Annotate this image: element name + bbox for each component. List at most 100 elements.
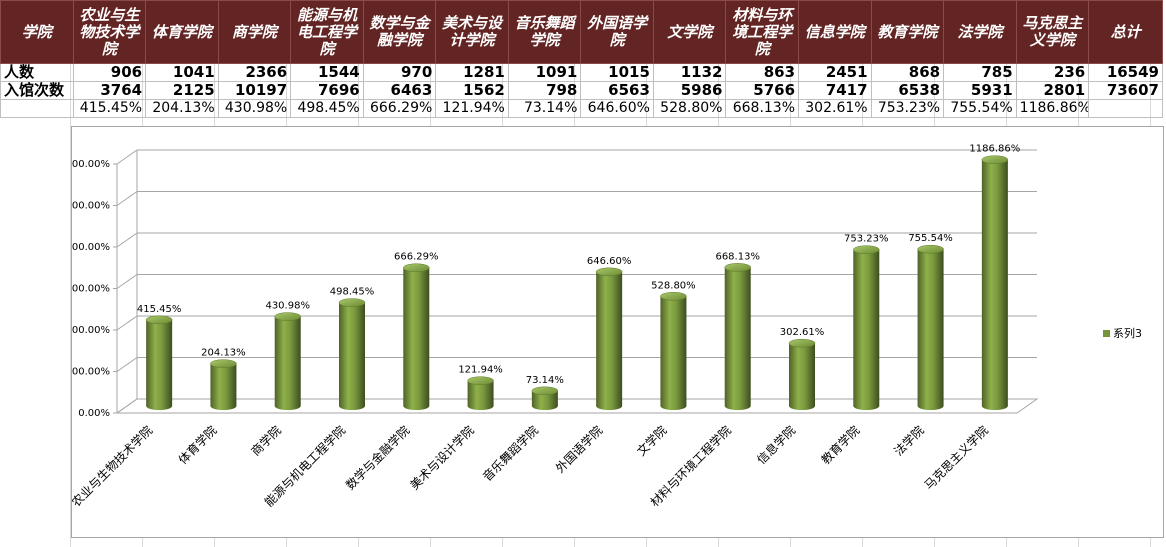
data-label: 668.13% (715, 251, 760, 262)
visits-cell[interactable]: 5986 (652, 81, 727, 100)
table-row-visits: 入馆次数 3764 2125 10197 7696 6463 1562 798 6563 5986… (0, 81, 1163, 100)
bar (595, 267, 623, 410)
bar-top (788, 338, 816, 348)
header-cell-college-name[interactable]: 体育学院 (145, 0, 219, 64)
header-cell-college-name[interactable]: 信息学院 (798, 0, 872, 64)
bar-top (274, 312, 301, 321)
visits-cell[interactable]: 3764 (72, 81, 147, 100)
bar-chart: 0.00% 200.00% 400.00% 600.00% 800.00% 1000.00… (72, 144, 1142, 510)
ratio-cell[interactable]: 302.61% (798, 99, 872, 118)
ratio-cell[interactable]: 498.45% (290, 99, 364, 118)
bar-top (917, 244, 944, 254)
data-label: 73.14% (526, 375, 564, 386)
header-cell-college[interactable]: 学院 (0, 0, 74, 64)
visits-cell[interactable]: 6463 (362, 81, 437, 100)
visits-cell[interactable]: 7417 (798, 81, 872, 100)
legend-swatch (1103, 330, 1110, 337)
people-label[interactable]: 人数 (0, 63, 74, 82)
visits-cell[interactable]: 5766 (725, 81, 800, 100)
people-cell[interactable]: 868 (870, 63, 945, 82)
data-label: 528.80% (651, 280, 696, 291)
data-label: 755.54% (908, 233, 953, 244)
people-cell[interactable]: 1281 (435, 63, 509, 82)
people-cell[interactable]: 2451 (798, 63, 872, 82)
x-tick-label: 体育学院 (175, 423, 220, 468)
visits-cell[interactable]: 6538 (870, 81, 945, 100)
legend-series-label: 系列3 (1113, 326, 1142, 340)
ratio-cell[interactable]: 666.29% (362, 99, 437, 118)
people-cell[interactable]: 16549 (1088, 63, 1163, 82)
bar-body (339, 302, 365, 410)
visits-cell[interactable]: 7696 (290, 81, 364, 100)
bar-top (531, 386, 559, 396)
ratio-label[interactable] (0, 99, 74, 118)
people-cell[interactable]: 1544 (290, 63, 364, 82)
chart-area[interactable]: 0.00% 200.00% 400.00% 600.00% 800.00% 1000.00… (71, 126, 1164, 538)
people-cell[interactable]: 1091 (507, 63, 582, 82)
ratio-cell[interactable]: 430.98% (217, 99, 292, 118)
people-cell[interactable]: 906 (72, 63, 147, 82)
data-label: 646.60% (587, 256, 632, 267)
visits-cell[interactable]: 798 (507, 81, 582, 100)
header-cell-college-name[interactable]: 外国语学院 (580, 0, 654, 64)
people-cell[interactable]: 2366 (217, 63, 292, 82)
header-cell-college-name[interactable]: 能源与机电工程学院 (290, 0, 364, 64)
bar (531, 386, 559, 410)
ratio-cell[interactable]: 753.23% (870, 99, 945, 118)
people-cell[interactable]: 236 (1015, 63, 1090, 82)
data-label: 430.98% (265, 301, 310, 312)
ratio-cell[interactable]: 1186.86% (1015, 99, 1090, 118)
header-cell-college-name[interactable]: 数学与金融学院 (362, 0, 437, 64)
header-cell-college-name[interactable]: 商学院 (217, 0, 292, 64)
x-tick-label: 音乐舞蹈学院 (479, 423, 541, 485)
header-cell-college-name[interactable]: 材料与环境工程学院 (725, 0, 800, 64)
chart-legend: 系列3 (1103, 326, 1142, 340)
people-cell[interactable]: 863 (725, 63, 800, 82)
data-label: 753.23% (844, 234, 889, 245)
ratio-cell[interactable]: 646.60% (580, 99, 654, 118)
header-cell-college-name[interactable]: 音乐舞蹈学院 (507, 0, 582, 64)
bar-body (981, 159, 1008, 410)
visits-cell[interactable]: 2125 (145, 81, 219, 100)
bar (981, 155, 1009, 410)
bar-body (531, 390, 558, 410)
people-cell[interactable]: 1015 (580, 63, 654, 82)
bar-top (467, 376, 494, 385)
visits-cell[interactable]: 2801 (1015, 81, 1090, 100)
y-tick-label: 800.00% (72, 242, 110, 253)
visits-cell[interactable]: 10197 (217, 81, 292, 100)
ratio-cell[interactable]: 204.13% (145, 99, 219, 118)
bar-body (724, 267, 751, 410)
bar (467, 376, 494, 410)
header-cell-college-name[interactable]: 法学院 (943, 0, 1017, 64)
bar-body (274, 316, 301, 410)
header-cell-college-name[interactable]: 美术与设计学院 (435, 0, 509, 64)
visits-cell[interactable]: 1562 (435, 81, 509, 100)
people-cell[interactable]: 1041 (145, 63, 219, 82)
bar-top (338, 298, 366, 307)
people-cell[interactable]: 785 (943, 63, 1017, 82)
visits-cell[interactable]: 5931 (943, 81, 1017, 100)
x-tick-label: 数学与金融学院 (342, 423, 412, 493)
ratio-cell[interactable]: 415.45% (72, 99, 147, 118)
header-cell-college-name[interactable]: 马克思主义学院 (1015, 0, 1090, 64)
visits-cell[interactable]: 73607 (1088, 81, 1163, 100)
visits-cell[interactable]: 6563 (580, 81, 654, 100)
header-cell-total[interactable]: 总计 (1088, 0, 1163, 64)
header-cell-college-name[interactable]: 农业与生物技术学院 (72, 0, 147, 64)
ratio-cell[interactable]: 668.13% (725, 99, 800, 118)
bar (660, 292, 687, 410)
ratio-cell[interactable] (1088, 99, 1163, 118)
header-cell-college-name[interactable]: 文学院 (652, 0, 727, 64)
bar-body (596, 271, 623, 410)
ratio-cell[interactable]: 755.54% (943, 99, 1017, 118)
ratio-cell[interactable]: 121.94% (435, 99, 509, 118)
ratio-cell[interactable]: 73.14% (507, 99, 582, 118)
x-tick-label: 信息学院 (754, 423, 799, 468)
header-cell-college-name[interactable]: 教育学院 (870, 0, 945, 64)
visits-label[interactable]: 入馆次数 (0, 81, 74, 100)
people-cell[interactable]: 970 (362, 63, 437, 82)
y-tick-label: 1200.00% (72, 159, 110, 170)
ratio-cell[interactable]: 528.80% (652, 99, 727, 118)
people-cell[interactable]: 1132 (652, 63, 727, 82)
